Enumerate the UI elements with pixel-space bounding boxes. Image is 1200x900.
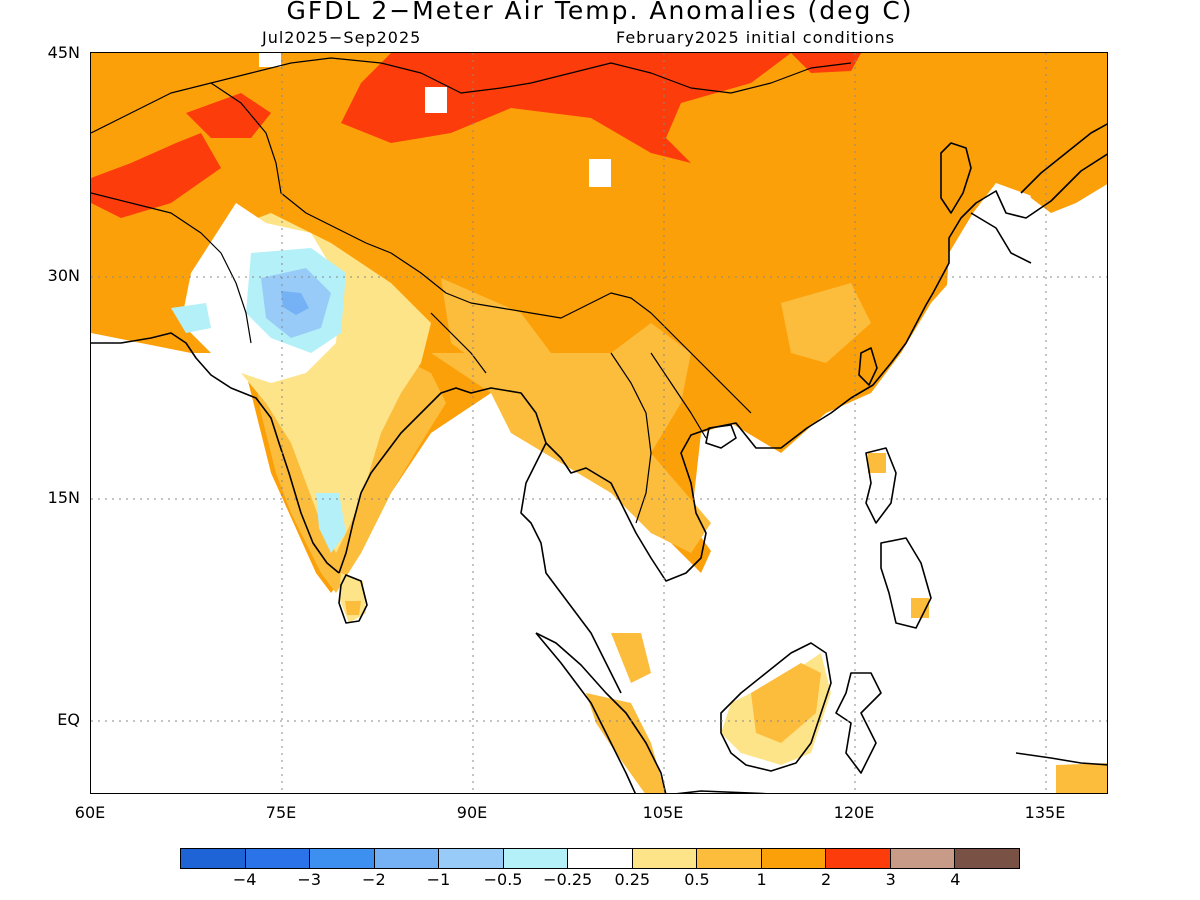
- y-tick-label: EQ: [57, 710, 80, 729]
- legend-swatch: [826, 849, 891, 868]
- x-tick-label: 120E: [833, 803, 875, 822]
- legend-label: 1: [756, 870, 767, 889]
- x-tick-label: 75E: [265, 803, 297, 822]
- legend-swatch: [761, 849, 827, 868]
- y-tick-label: 30N: [47, 266, 80, 285]
- legend-label: −1: [426, 870, 451, 889]
- map-title: GFDL 2−Meter Air Temp. Anomalies (deg C): [286, 0, 914, 25]
- legend-label: 2: [821, 870, 832, 889]
- y-tick-label: 15N: [47, 488, 80, 507]
- land-region-west-coast-lightblue: [171, 303, 211, 333]
- initial-conditions-subtitle: February2025 initial conditions: [616, 28, 896, 47]
- period-subtitle: Jul2025−Sep2025: [262, 28, 422, 47]
- legend-swatch: [245, 849, 311, 868]
- legend-swatch: [568, 849, 633, 868]
- land-region-luzon: [868, 453, 886, 473]
- x-tick-label: 90E: [456, 803, 488, 822]
- x-tick-label: 105E: [642, 803, 684, 822]
- legend-swatch: [503, 849, 569, 868]
- land-region-south-india-lightblue: [316, 493, 346, 553]
- legend-swatch: [890, 849, 956, 868]
- legend-label: −3: [297, 870, 322, 889]
- land-region-indochina-lightorange: [431, 323, 711, 553]
- land-region-ne-red: [791, 53, 861, 73]
- coastlines: [91, 123, 1107, 793]
- legend-label: −2: [362, 870, 386, 889]
- x-tick-label: 135E: [1024, 803, 1066, 822]
- legend-swatch: [310, 849, 375, 868]
- legend-swatch: [697, 849, 762, 868]
- legend-swatch: [374, 849, 440, 868]
- y-tick-label: 45N: [47, 43, 80, 62]
- land-region-mongolia-red: [341, 53, 791, 163]
- land-region-nw-india-darkblue: [281, 291, 309, 315]
- legend-swatch: [955, 849, 1019, 868]
- map-hole: [589, 159, 611, 187]
- land-region-taiwan-strait-lightorange: [781, 283, 871, 363]
- map-hole: [259, 53, 281, 67]
- land-region-tajik-red: [91, 133, 221, 218]
- map-plot-area: [90, 52, 1108, 794]
- legend-swatch: [181, 849, 246, 868]
- land-region-sri-lanka-orange: [345, 601, 361, 615]
- anomaly-map: [91, 53, 1107, 793]
- legend-label: 4: [950, 870, 961, 889]
- legend-label: −0.5: [483, 870, 523, 889]
- legend-label: −0.25: [543, 870, 593, 889]
- legend-label: 0.25: [614, 870, 651, 889]
- legend-label: 3: [885, 870, 896, 889]
- legend-label: 0.5: [684, 870, 710, 889]
- x-tick-label: 60E: [74, 803, 106, 822]
- map-hole: [425, 87, 447, 113]
- legend-swatch: [632, 849, 698, 868]
- land-region-kyrgyz-red: [186, 93, 271, 138]
- gridlines: [91, 53, 1107, 793]
- land-region-mindanao: [911, 598, 929, 618]
- land-region-borneo-orange: [751, 663, 821, 743]
- land-region-new-guinea: [1056, 763, 1107, 793]
- country-borders: [91, 57, 852, 524]
- land-region-sumatra: [586, 693, 666, 793]
- legend-swatch: [439, 849, 504, 868]
- legend-label: −4: [232, 870, 257, 889]
- land-region-sumatra-north: [611, 633, 651, 683]
- land-region-korea: [941, 133, 991, 213]
- color-legend-bar: [180, 848, 1020, 869]
